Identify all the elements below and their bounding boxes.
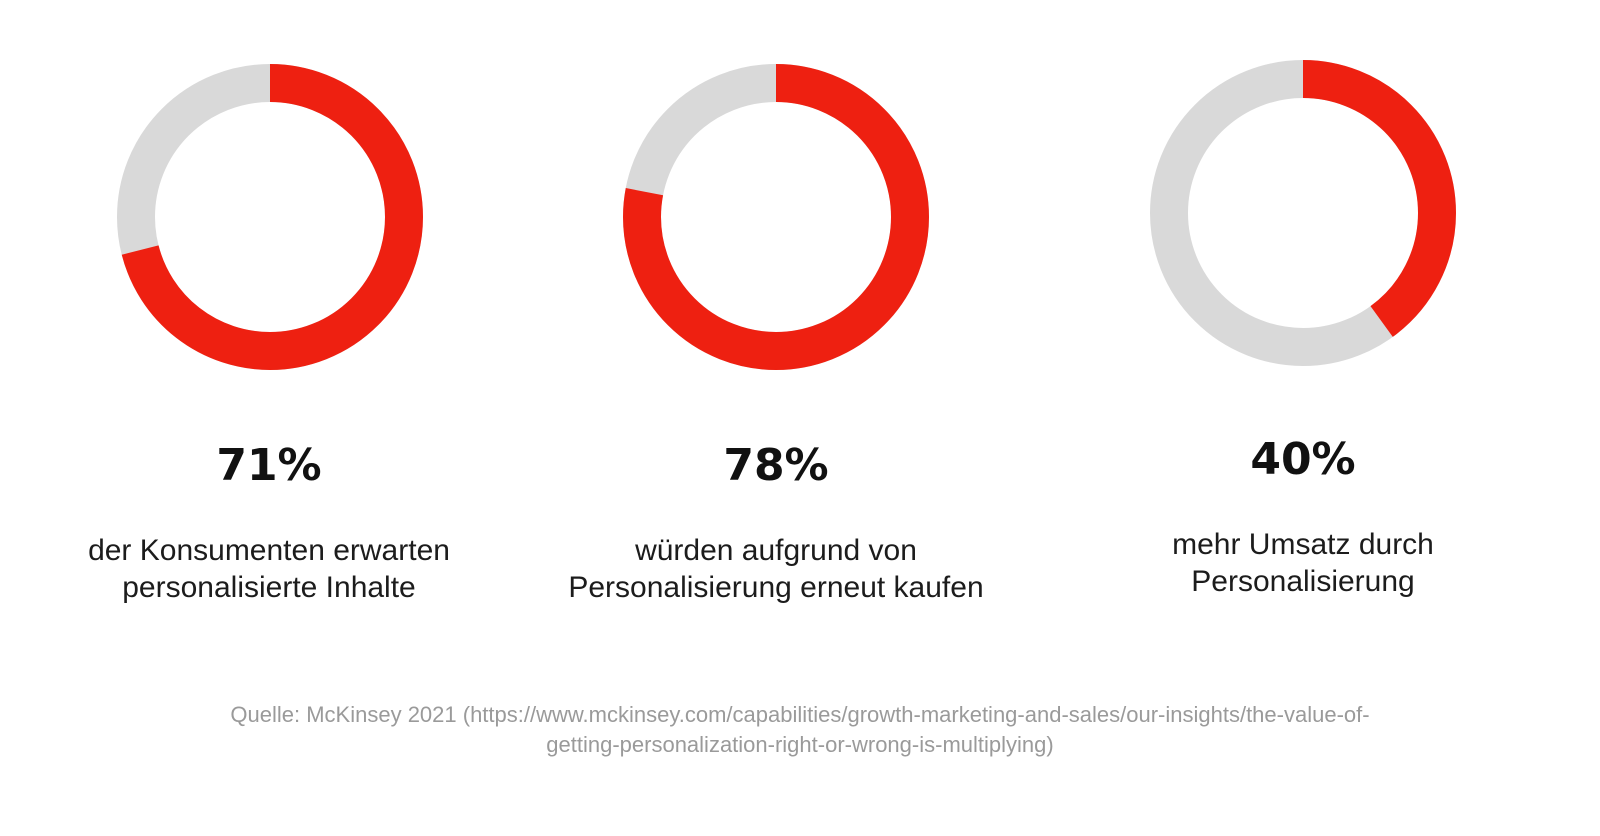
stat-caption-1-line1: der Konsumenten erwarten xyxy=(88,534,450,567)
stat-caption-3: mehr Umsatz durch Personalisierung xyxy=(1043,526,1563,600)
stat-caption-2-line1: würden aufgrund von xyxy=(635,534,917,567)
stat-value-2: 78% xyxy=(723,440,829,491)
stat-value-3: 40% xyxy=(1250,434,1356,485)
stat-caption-2: würden aufgrund von Personalisierung ern… xyxy=(516,532,1036,606)
source-note-line2: getting-personalization-right-or-wrong-i… xyxy=(546,732,1054,757)
source-note-line1: Quelle: McKinsey 2021 (https://www.mckin… xyxy=(230,702,1370,727)
donut-chart-2 xyxy=(623,64,929,370)
donut-value-arc-3 xyxy=(1150,60,1456,366)
donut-value-arc-2 xyxy=(623,64,929,370)
stat-caption-1-line2: personalisierte Inhalte xyxy=(122,571,416,604)
stat-caption-3-line2: Personalisierung xyxy=(1191,565,1415,598)
stat-caption-2-line2: Personalisierung erneut kaufen xyxy=(568,571,984,604)
donut-value-arc-1 xyxy=(117,64,423,370)
source-note: Quelle: McKinsey 2021 (https://www.mckin… xyxy=(0,700,1600,760)
stat-caption-1: der Konsumenten erwarten personalisierte… xyxy=(9,532,529,606)
stat-caption-3-line1: mehr Umsatz durch xyxy=(1172,528,1434,561)
donut-chart-3 xyxy=(1150,60,1456,366)
donut-chart-1 xyxy=(117,64,423,370)
stat-value-1: 71% xyxy=(216,440,322,491)
